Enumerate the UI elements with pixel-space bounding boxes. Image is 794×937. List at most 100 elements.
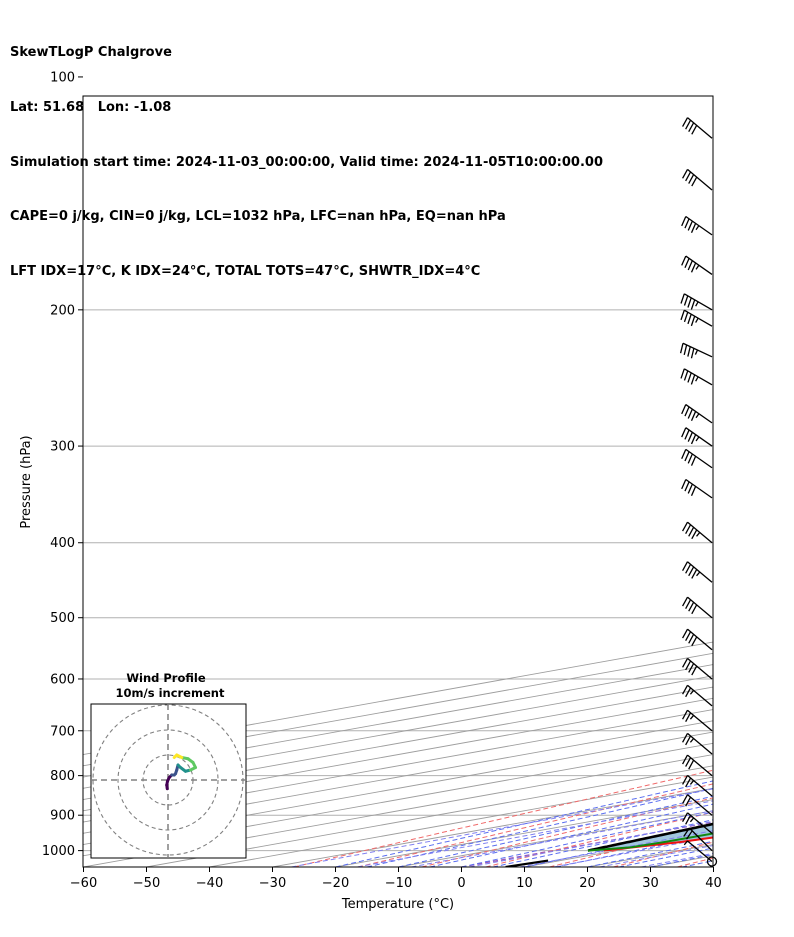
wind-barb-flag (690, 299, 696, 310)
wind-barb-shaft (687, 812, 713, 834)
wind-barb-flag (681, 427, 687, 438)
wind-barbs (679, 117, 718, 867)
wind-barb (682, 774, 713, 797)
wind-barb (681, 404, 713, 424)
isotherm-line (714, 77, 794, 867)
x-axis-label: Temperature (°C) (341, 897, 454, 912)
y-tick-label: 1000 (42, 844, 75, 859)
moist-adiabat-line (429, 803, 713, 867)
wind-barb (681, 478, 713, 499)
wind-barb-flag (684, 451, 690, 462)
wind-barb-flag (684, 406, 690, 417)
x-tick-label: 10 (516, 876, 533, 891)
wind-barb-flag (691, 604, 698, 615)
wind-barb-half (689, 817, 695, 823)
isotherm-line (83, 731, 713, 846)
wind-barb-half (689, 780, 695, 785)
isotherm-line (461, 821, 713, 867)
wind-barb-flag (682, 775, 689, 785)
y-tick-label: 400 (50, 536, 75, 551)
wind-barb-flag (691, 176, 698, 187)
wind-barb (682, 628, 713, 651)
wind-barb-flag (687, 260, 693, 271)
x-tick-label: −20 (322, 876, 349, 891)
wind-barb-flag (682, 733, 689, 743)
wind-barb-half (695, 413, 700, 419)
wind-barb-flag (681, 255, 687, 266)
wind-barb-shaft (687, 709, 713, 732)
moist-adiabat-line (650, 854, 713, 867)
wind-barb (682, 596, 713, 619)
dry-adiabat-line (549, 826, 713, 867)
y-tick-label: 300 (50, 440, 75, 455)
wind-barb-flag (687, 432, 693, 442)
dry-adiabat-line (421, 797, 713, 867)
dewpoint-profile-line (587, 832, 713, 852)
stability-indices-line: CAPE=0 j/kg, CIN=0 j/kg, LCL=1032 hPa, L… (10, 209, 506, 225)
wind-barb (682, 709, 713, 732)
wind-barb-flag (685, 563, 692, 574)
wind-barb-flag (688, 566, 695, 577)
wind-barb-shaft (687, 628, 713, 651)
wind-barb (681, 427, 713, 447)
wind-barb-flag (685, 712, 692, 723)
moist-adiabat-line (714, 77, 794, 867)
wind-barb-flag (687, 346, 691, 357)
wind-barb-half (689, 690, 695, 695)
dry-adiabat-line (485, 811, 713, 867)
wind-barb-shaft (687, 657, 713, 680)
wind-barb-flag (687, 314, 692, 325)
wind-barb-shaft (687, 168, 713, 191)
mixing-ratio-line (357, 800, 713, 867)
wind-barb-flag (690, 434, 697, 445)
wind-barb-flag (687, 297, 692, 308)
moist-adiabat-line (555, 834, 713, 867)
wind-barb-flag (688, 759, 695, 770)
wind-barb-flag (688, 174, 695, 184)
wind-barb-flag (685, 796, 692, 807)
wind-barb-flag (686, 830, 693, 840)
wind-barb-half (695, 264, 700, 270)
wind-barb-flag (682, 596, 689, 607)
wind-barb-flag (684, 258, 690, 268)
wind-barb (682, 117, 713, 139)
wind-barb (681, 448, 713, 469)
isotherm-line (650, 855, 713, 867)
wind-barb-flag (688, 122, 695, 133)
wind-barb-shaft (685, 478, 713, 499)
hodograph-segment (172, 754, 177, 759)
wind-barb (680, 368, 713, 386)
wind-barb-flag (685, 171, 692, 182)
y-tick-label: 200 (50, 303, 75, 318)
wind-barb (682, 732, 713, 755)
wind-barb-flag (680, 368, 685, 379)
wind-barb-flag (687, 372, 692, 383)
dry-adiabat-line (613, 841, 713, 867)
moist-adiabat-line (587, 840, 713, 867)
isotherm-line (83, 652, 713, 767)
wind-barb (682, 521, 713, 544)
isotherm-line (272, 787, 713, 867)
wind-barb-flag (691, 529, 698, 540)
moist-adiabat-line (681, 860, 713, 867)
x-tick-label: 40 (705, 876, 722, 891)
station-title: SkewTLogP Chalgrove (10, 45, 172, 61)
wind-barb-shaft (687, 732, 713, 755)
wind-barb (681, 215, 713, 236)
wind-barb-flag (682, 561, 689, 571)
wind-barb-half (689, 738, 695, 743)
moist-adiabat-line (366, 787, 713, 867)
dry-adiabat-line (357, 783, 713, 867)
dry-adiabat-line (741, 77, 794, 867)
wind-barb-shaft (687, 117, 713, 139)
wind-barb-flag (690, 456, 697, 466)
wind-barb-flag (687, 453, 693, 464)
wind-barb (682, 684, 713, 707)
wind-barb-flag (685, 815, 692, 825)
wind-barb (682, 168, 713, 191)
wind-barb-flag (683, 295, 689, 306)
wind-barb-half (695, 301, 699, 307)
wind-barb-half (696, 571, 701, 577)
wind-barb-flag (685, 660, 692, 671)
